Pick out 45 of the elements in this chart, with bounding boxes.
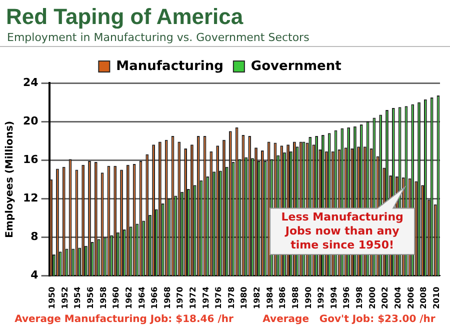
legend-label: Manufacturing <box>116 58 224 74</box>
y-tick-label: 12 <box>22 192 38 204</box>
y-axis-title: Employees (Millions) <box>4 120 16 238</box>
text: Average Gov't Job: $23.00 /hr <box>262 314 436 325</box>
x-tick-label: 1984 <box>265 286 274 309</box>
x-tick-label: 1996 <box>342 286 352 309</box>
x-tick-label: 1978 <box>226 286 236 309</box>
x-tick-label: 1956 <box>86 286 96 309</box>
chart-title: Red Taping of America <box>6 4 244 30</box>
x-tick-label: 2000 <box>368 286 377 309</box>
x-tick-label: 1958 <box>98 286 108 309</box>
annotation: Less Manufacturing Jobs now than any time since 1950! <box>281 210 404 252</box>
y-tick-label: 24 <box>22 76 39 89</box>
x-tick-label: 1998 <box>355 286 364 309</box>
x-tick-label: 1988 <box>290 286 300 309</box>
y-tick-label: 8 <box>30 230 38 244</box>
x-tick-label: 1970 <box>176 286 185 309</box>
x-tick-label: 1982 <box>252 286 262 309</box>
legend-label: Government <box>250 58 342 74</box>
x-tick-label: 1976 <box>214 286 224 309</box>
y-tick-label: 4 <box>30 268 39 282</box>
y-tick-label: 16 <box>22 152 39 166</box>
x-tick-label: 1950 <box>48 286 57 309</box>
x-tick-label: 1980 <box>240 286 249 309</box>
x-tick-label: 1994 <box>329 286 338 309</box>
x-tick-label: 2004 <box>393 286 402 309</box>
x-tick-label: 2002 <box>380 286 390 309</box>
x-tick-label: 2006 <box>406 286 416 309</box>
x-tick-label: 1960 <box>112 286 121 309</box>
x-tick-label: 1966 <box>150 286 160 309</box>
x-tick-label: 2010 <box>432 286 441 309</box>
text: Average Manufacturing Job: $18.46 /hr <box>14 314 234 325</box>
x-tick-label: 1972 <box>188 286 198 309</box>
x-tick-label: 1968 <box>162 286 172 309</box>
chart-subtitle: Employment in Manufacturing vs. Government Sectors <box>7 31 310 44</box>
x-tick-label: 1952 <box>60 286 70 309</box>
x-tick-label: 1962 <box>124 286 134 309</box>
x-tick-label: 1990 <box>304 286 313 309</box>
x-tick-label: 1974 <box>201 286 210 309</box>
x-tick-label: 2008 <box>419 286 428 309</box>
x-tick-label: 1992 <box>316 286 326 309</box>
y-tick-label: 20 <box>22 114 39 128</box>
x-tick-label: 1964 <box>137 286 146 309</box>
x-tick-label: 1986 <box>278 286 288 309</box>
x-tick-label: 1954 <box>73 286 82 309</box>
